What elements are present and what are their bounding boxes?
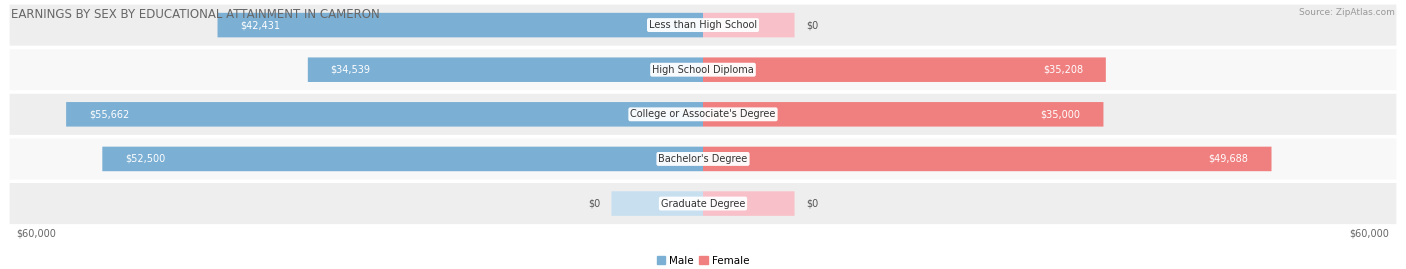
FancyBboxPatch shape	[308, 58, 703, 82]
FancyBboxPatch shape	[10, 139, 1396, 179]
Text: $52,500: $52,500	[125, 154, 166, 164]
FancyBboxPatch shape	[103, 147, 703, 171]
Text: $35,000: $35,000	[1040, 109, 1081, 119]
Text: $55,662: $55,662	[89, 109, 129, 119]
Text: College or Associate's Degree: College or Associate's Degree	[630, 109, 776, 119]
FancyBboxPatch shape	[703, 102, 1104, 127]
Text: $0: $0	[806, 20, 818, 30]
FancyBboxPatch shape	[612, 191, 703, 216]
Text: Less than High School: Less than High School	[650, 20, 756, 30]
FancyBboxPatch shape	[10, 49, 1396, 90]
FancyBboxPatch shape	[10, 94, 1396, 135]
Text: $0: $0	[806, 199, 818, 208]
Text: $42,431: $42,431	[240, 20, 280, 30]
Text: $35,208: $35,208	[1043, 65, 1083, 75]
Legend: Male, Female: Male, Female	[652, 252, 754, 269]
Text: $49,688: $49,688	[1209, 154, 1249, 164]
FancyBboxPatch shape	[66, 102, 703, 127]
Text: Source: ZipAtlas.com: Source: ZipAtlas.com	[1299, 8, 1395, 17]
FancyBboxPatch shape	[703, 191, 794, 216]
FancyBboxPatch shape	[703, 58, 1107, 82]
FancyBboxPatch shape	[218, 13, 703, 37]
Text: $60,000: $60,000	[17, 228, 56, 238]
Text: Graduate Degree: Graduate Degree	[661, 199, 745, 208]
FancyBboxPatch shape	[703, 13, 794, 37]
FancyBboxPatch shape	[10, 183, 1396, 224]
FancyBboxPatch shape	[10, 5, 1396, 46]
Text: Bachelor's Degree: Bachelor's Degree	[658, 154, 748, 164]
Text: $34,539: $34,539	[330, 65, 371, 75]
Text: High School Diploma: High School Diploma	[652, 65, 754, 75]
FancyBboxPatch shape	[703, 147, 1271, 171]
Text: EARNINGS BY SEX BY EDUCATIONAL ATTAINMENT IN CAMERON: EARNINGS BY SEX BY EDUCATIONAL ATTAINMEN…	[11, 8, 380, 21]
Text: $60,000: $60,000	[1350, 228, 1389, 238]
Text: $0: $0	[588, 199, 600, 208]
